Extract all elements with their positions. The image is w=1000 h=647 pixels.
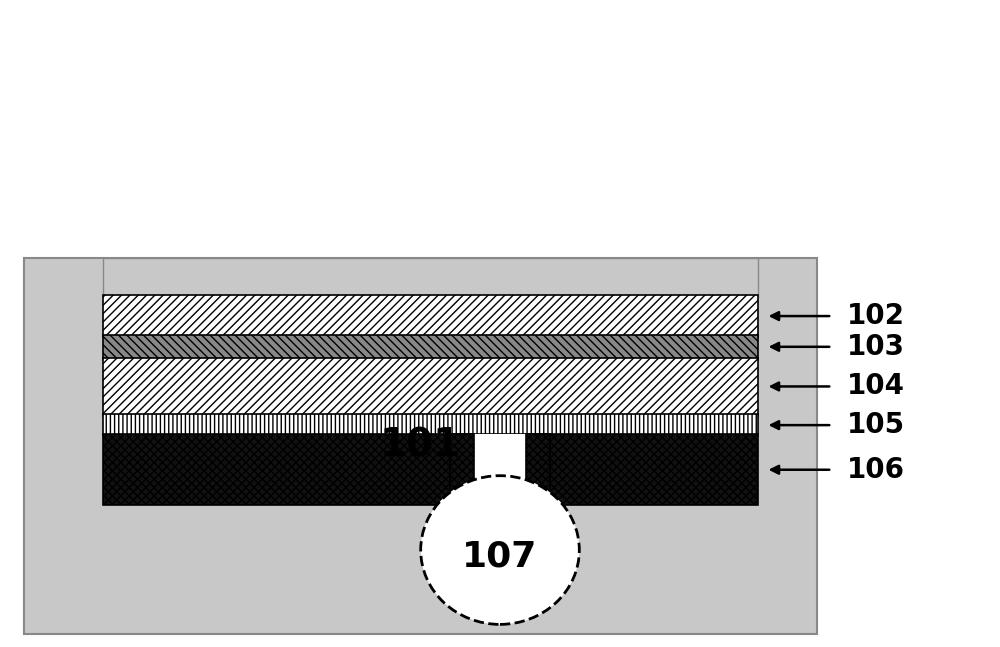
Text: 105: 105 [847, 411, 905, 439]
Text: 101: 101 [380, 427, 461, 465]
Text: 104: 104 [847, 373, 905, 400]
Bar [103, 358, 758, 416]
Bar [103, 295, 758, 337]
Text: 102: 102 [847, 302, 905, 330]
Bar [103, 434, 758, 505]
Text: 103: 103 [847, 333, 905, 361]
Bar [526, 434, 550, 505]
Bar [103, 258, 758, 297]
Bar [470, 434, 530, 505]
Ellipse shape [421, 476, 579, 624]
Bar [103, 335, 758, 360]
Bar [103, 414, 758, 436]
Text: 106: 106 [847, 455, 905, 484]
Bar [24, 258, 817, 634]
Bar [450, 434, 474, 505]
Text: 107: 107 [462, 540, 538, 574]
